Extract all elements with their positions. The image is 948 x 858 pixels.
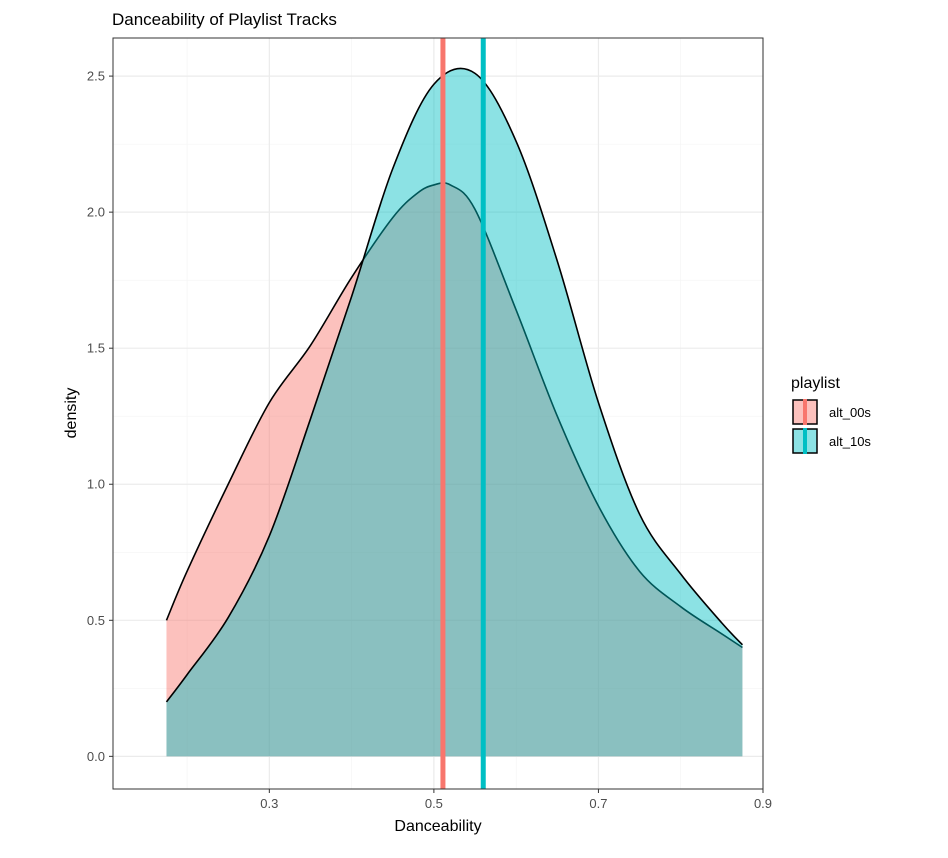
density-areas — [165, 67, 744, 757]
chart-title: Danceability of Playlist Tracks — [112, 10, 337, 29]
x-tick-label: 0.5 — [425, 796, 443, 811]
mean-lines — [440, 38, 486, 789]
density-line-alt_10s — [165, 67, 744, 703]
plot-panel — [112, 37, 764, 790]
grid-minor — [113, 38, 763, 789]
x-axis-title: Danceability — [394, 818, 481, 835]
legend-label-alt_10s: alt_10s — [829, 434, 871, 449]
x-tick-label: 0.7 — [589, 796, 607, 811]
y-tick-label: 2.0 — [87, 205, 105, 220]
y-tick-label: 0.0 — [87, 749, 105, 764]
x-axis: 0.3 0.5 0.7 0.9 — [260, 789, 772, 811]
legend-key-alt_00s — [792, 399, 818, 425]
legend-items: alt_00s alt_10s — [792, 399, 871, 454]
legend-title: playlist — [791, 375, 840, 392]
density-area-alt_10s — [166, 68, 743, 757]
legend-label-alt_00s: alt_00s — [829, 405, 871, 420]
y-tick-label: 1.0 — [87, 477, 105, 492]
panel-background — [113, 38, 763, 789]
x-tick-label: 0.3 — [260, 796, 278, 811]
x-tick-label: 0.9 — [754, 796, 772, 811]
y-tick-label: 2.5 — [87, 69, 105, 84]
y-axis-title: density — [63, 388, 80, 439]
grid-major — [113, 38, 764, 789]
y-tick-label: 1.5 — [87, 341, 105, 356]
panel-border — [112, 37, 764, 790]
legend: playlist alt_00s alt_10s — [791, 375, 871, 454]
legend-key-alt_10s — [792, 428, 818, 454]
y-tick-label: 0.5 — [87, 613, 105, 628]
y-axis: 0.0 0.5 1.0 1.5 2.0 2.5 — [87, 69, 113, 764]
density-area-alt_00s — [166, 182, 743, 757]
